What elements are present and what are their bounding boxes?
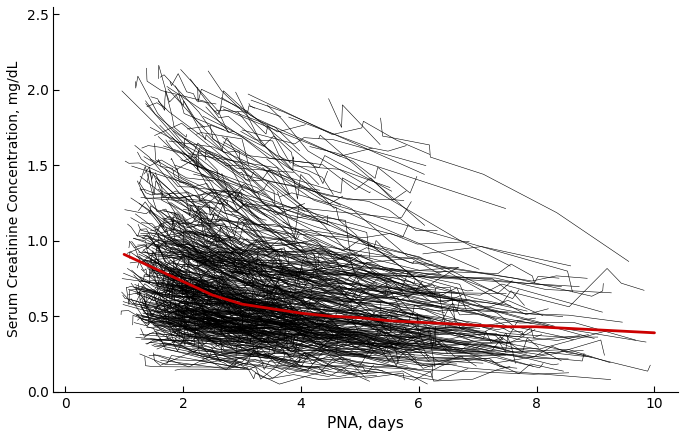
- Y-axis label: Serum Creatinine Concentration, mg/dL: Serum Creatinine Concentration, mg/dL: [7, 61, 21, 338]
- X-axis label: PNA, days: PNA, days: [327, 416, 404, 431]
